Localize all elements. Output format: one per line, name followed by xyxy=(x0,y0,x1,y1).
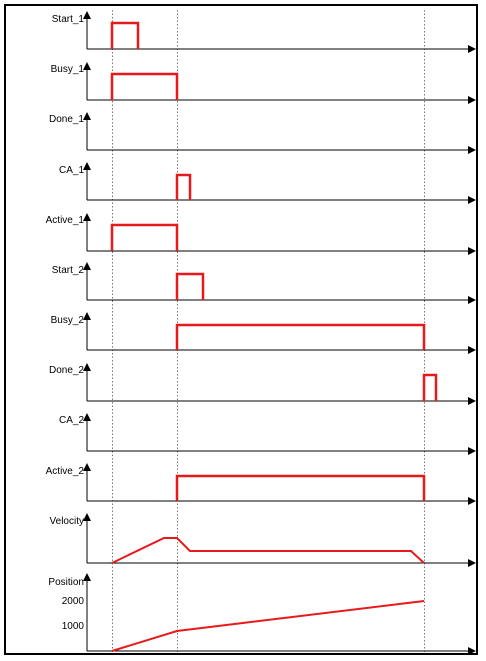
signal-label-busy-2: Busy_2 xyxy=(51,315,85,326)
trace-ca-1 xyxy=(175,173,192,200)
signal-label-velocity: Velocity xyxy=(50,516,84,527)
signal-label-ca-2: CA_2 xyxy=(59,415,84,426)
signal-label-busy-1: Busy_1 xyxy=(51,64,85,75)
signal-label-start-1: Start_1 xyxy=(52,14,85,25)
signal-label-done-1: Done_1 xyxy=(49,114,84,125)
trace-busy-1 xyxy=(110,72,179,100)
signal-label-done-2: Done_2 xyxy=(49,365,84,376)
signal-label-ca-1: CA_1 xyxy=(59,165,84,176)
trace-busy-2 xyxy=(175,323,426,350)
position-tick-1000: 1000 xyxy=(62,621,85,632)
trace-active-2 xyxy=(175,474,426,501)
trace-velocity xyxy=(111,537,425,564)
signal-labels: Start_1 Busy_1 Done_1 CA_1 Active_1 Star… xyxy=(46,14,85,588)
position-tick-2000: 2000 xyxy=(62,596,85,607)
signal-label-active-1: Active_1 xyxy=(46,215,85,226)
signal-label-position: Position xyxy=(48,577,84,588)
event-guides xyxy=(112,10,425,652)
trace-start-2 xyxy=(175,272,205,300)
axes xyxy=(83,11,476,655)
signal-label-active-2: Active_2 xyxy=(46,466,85,477)
trace-done-2 xyxy=(422,373,438,401)
signal-traces xyxy=(110,21,438,652)
trace-start-1 xyxy=(110,21,140,49)
trace-active-1 xyxy=(110,223,179,251)
position-ticks: 2000 1000 xyxy=(62,596,85,632)
signal-label-start-2: Start_2 xyxy=(52,265,85,276)
trace-position xyxy=(111,600,425,652)
